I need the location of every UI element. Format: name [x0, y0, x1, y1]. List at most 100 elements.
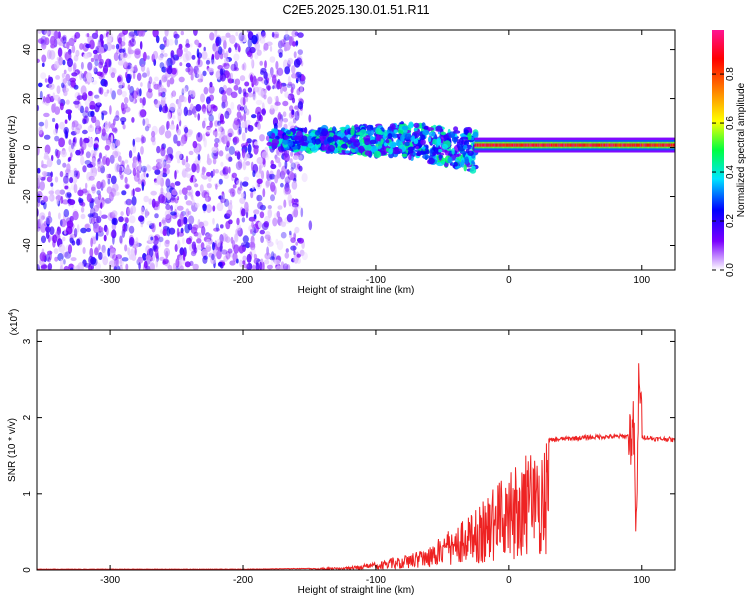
- spectrogram-cell: [165, 250, 169, 259]
- spectrogram-cell: [242, 160, 247, 171]
- spectrogram-cell: [86, 163, 94, 168]
- spectrogram-cell: [114, 162, 120, 173]
- spectrogram-cell: [286, 264, 291, 270]
- spectrogram-cell: [45, 253, 51, 262]
- spectrogram-cell: [251, 227, 257, 236]
- spectrogram-cell: [264, 252, 272, 260]
- spectrogram-cell: [86, 33, 90, 38]
- spectrogram-cell: [112, 183, 119, 192]
- spectrogram-cell: [241, 121, 246, 129]
- spectrogram-cell: [63, 265, 70, 270]
- spectrogram-cell: [52, 92, 55, 98]
- spectrogram-cell: [53, 248, 59, 255]
- spectrogram-cell: [251, 221, 255, 228]
- spectrogram-cell: [150, 190, 157, 196]
- spectrogram-cell: [187, 210, 192, 216]
- spectrogram-cell: [229, 131, 235, 137]
- spectrogram-cell: [166, 120, 170, 130]
- spectrogram-cell: [233, 244, 240, 254]
- spectrogram-cell: [93, 54, 101, 62]
- spectrogram-cell: [209, 81, 213, 88]
- snr-multiplier: (x104): [8, 309, 20, 336]
- x-tick-label: -200: [233, 275, 253, 286]
- spectrogram-cell: [54, 189, 62, 196]
- spectrogram-cell: [60, 259, 64, 268]
- spectrogram-cell: [291, 41, 297, 47]
- spectrogram-cell: [170, 211, 177, 216]
- spectrogram-cell: [101, 250, 107, 260]
- spectrogram-cell: [408, 121, 414, 129]
- spectrogram-cell: [153, 83, 160, 90]
- spectrogram-cell: [57, 47, 63, 58]
- spectrogram-cell: [272, 217, 278, 227]
- spectrogram-cell: [472, 131, 479, 139]
- spectrogram-cell: [230, 72, 233, 81]
- spectrogram-cell: [72, 62, 77, 70]
- spectrogram-cell: [177, 112, 182, 122]
- spectrogram-cell: [129, 64, 134, 74]
- spectrogram-cell: [291, 202, 299, 208]
- spectrogram-cell: [159, 171, 164, 177]
- spectrogram-cell: [103, 91, 108, 97]
- spectrogram-cell: [71, 44, 76, 54]
- spectrogram-cell: [236, 179, 243, 186]
- spectrogram-cell: [41, 54, 47, 63]
- spectrogram-cell: [219, 234, 224, 244]
- spectrogram-cell: [191, 198, 195, 206]
- spectrogram-cell: [45, 96, 52, 104]
- spectrogram-cell: [73, 54, 79, 62]
- spectrogram-cell: [50, 171, 53, 178]
- spectrogram-cell: [166, 57, 173, 68]
- spectrogram-cell: [154, 201, 159, 208]
- spectrogram-cell: [96, 97, 101, 106]
- spectrogram-cell: [193, 231, 199, 237]
- spectrogram-cell: [250, 191, 254, 199]
- spectrogram-cell: [123, 106, 131, 113]
- spectrogram-cell: [94, 149, 98, 156]
- spectrogram-cell: [89, 100, 96, 110]
- spectrogram-x-axis: -300 -200 -100 0 100: [100, 30, 651, 286]
- spectrogram-cell: [290, 245, 297, 251]
- spectrogram-cell: [276, 67, 284, 77]
- spectrogram-cell: [280, 39, 286, 47]
- snr-panel: -300 -200 -100 0 100 0 1 2 3 Height of straight…: [7, 309, 676, 596]
- spectrogram-cell: [176, 128, 181, 136]
- spectrogram-cell: [38, 82, 43, 88]
- spectrogram-cell: [266, 85, 272, 91]
- spectrogram-cell: [137, 152, 140, 162]
- spectrogram-cell: [261, 108, 266, 116]
- spectrogram-cell: [471, 160, 475, 165]
- spectrogram-cell: [364, 138, 371, 146]
- spectrogram-cell: [219, 68, 224, 76]
- spectrogram-cell: [72, 265, 76, 270]
- spectrogram-cell: [165, 168, 170, 175]
- spectrogram-cell: [38, 126, 43, 135]
- spectrogram-cell: [64, 251, 72, 259]
- spectrogram-cell: [185, 167, 191, 172]
- spectrogram-cell: [46, 176, 53, 183]
- spectrogram-cell: [66, 192, 72, 198]
- spectrogram-cell: [108, 191, 114, 202]
- spectrogram-cell: [222, 62, 227, 68]
- spectrogram-cell: [57, 226, 60, 236]
- spectrogram-cell: [217, 120, 222, 126]
- spectrogram-cell: [85, 182, 88, 190]
- spectrogram-cell: [178, 76, 185, 83]
- spectrogram-cell: [53, 102, 57, 112]
- spectrogram-cell: [291, 198, 295, 205]
- spectrogram-cell: [133, 64, 138, 72]
- spectrogram-cell: [282, 118, 289, 123]
- spectrogram-cell: [110, 231, 114, 238]
- spectrogram-cell: [86, 76, 94, 83]
- spectrogram-cell: [100, 202, 103, 210]
- spectrogram-cell: [103, 224, 108, 233]
- spectrogram-cell: [290, 162, 296, 170]
- spectrogram-cell: [395, 139, 401, 147]
- spectrogram-cell: [240, 181, 243, 189]
- spectrogram-cell: [37, 38, 45, 44]
- spectrogram-cell: [142, 97, 146, 106]
- spectrogram-cell: [158, 54, 164, 61]
- spectrogram-cell: [52, 117, 56, 123]
- spectrogram-cell: [43, 155, 50, 160]
- spectrogram-cell: [262, 188, 266, 198]
